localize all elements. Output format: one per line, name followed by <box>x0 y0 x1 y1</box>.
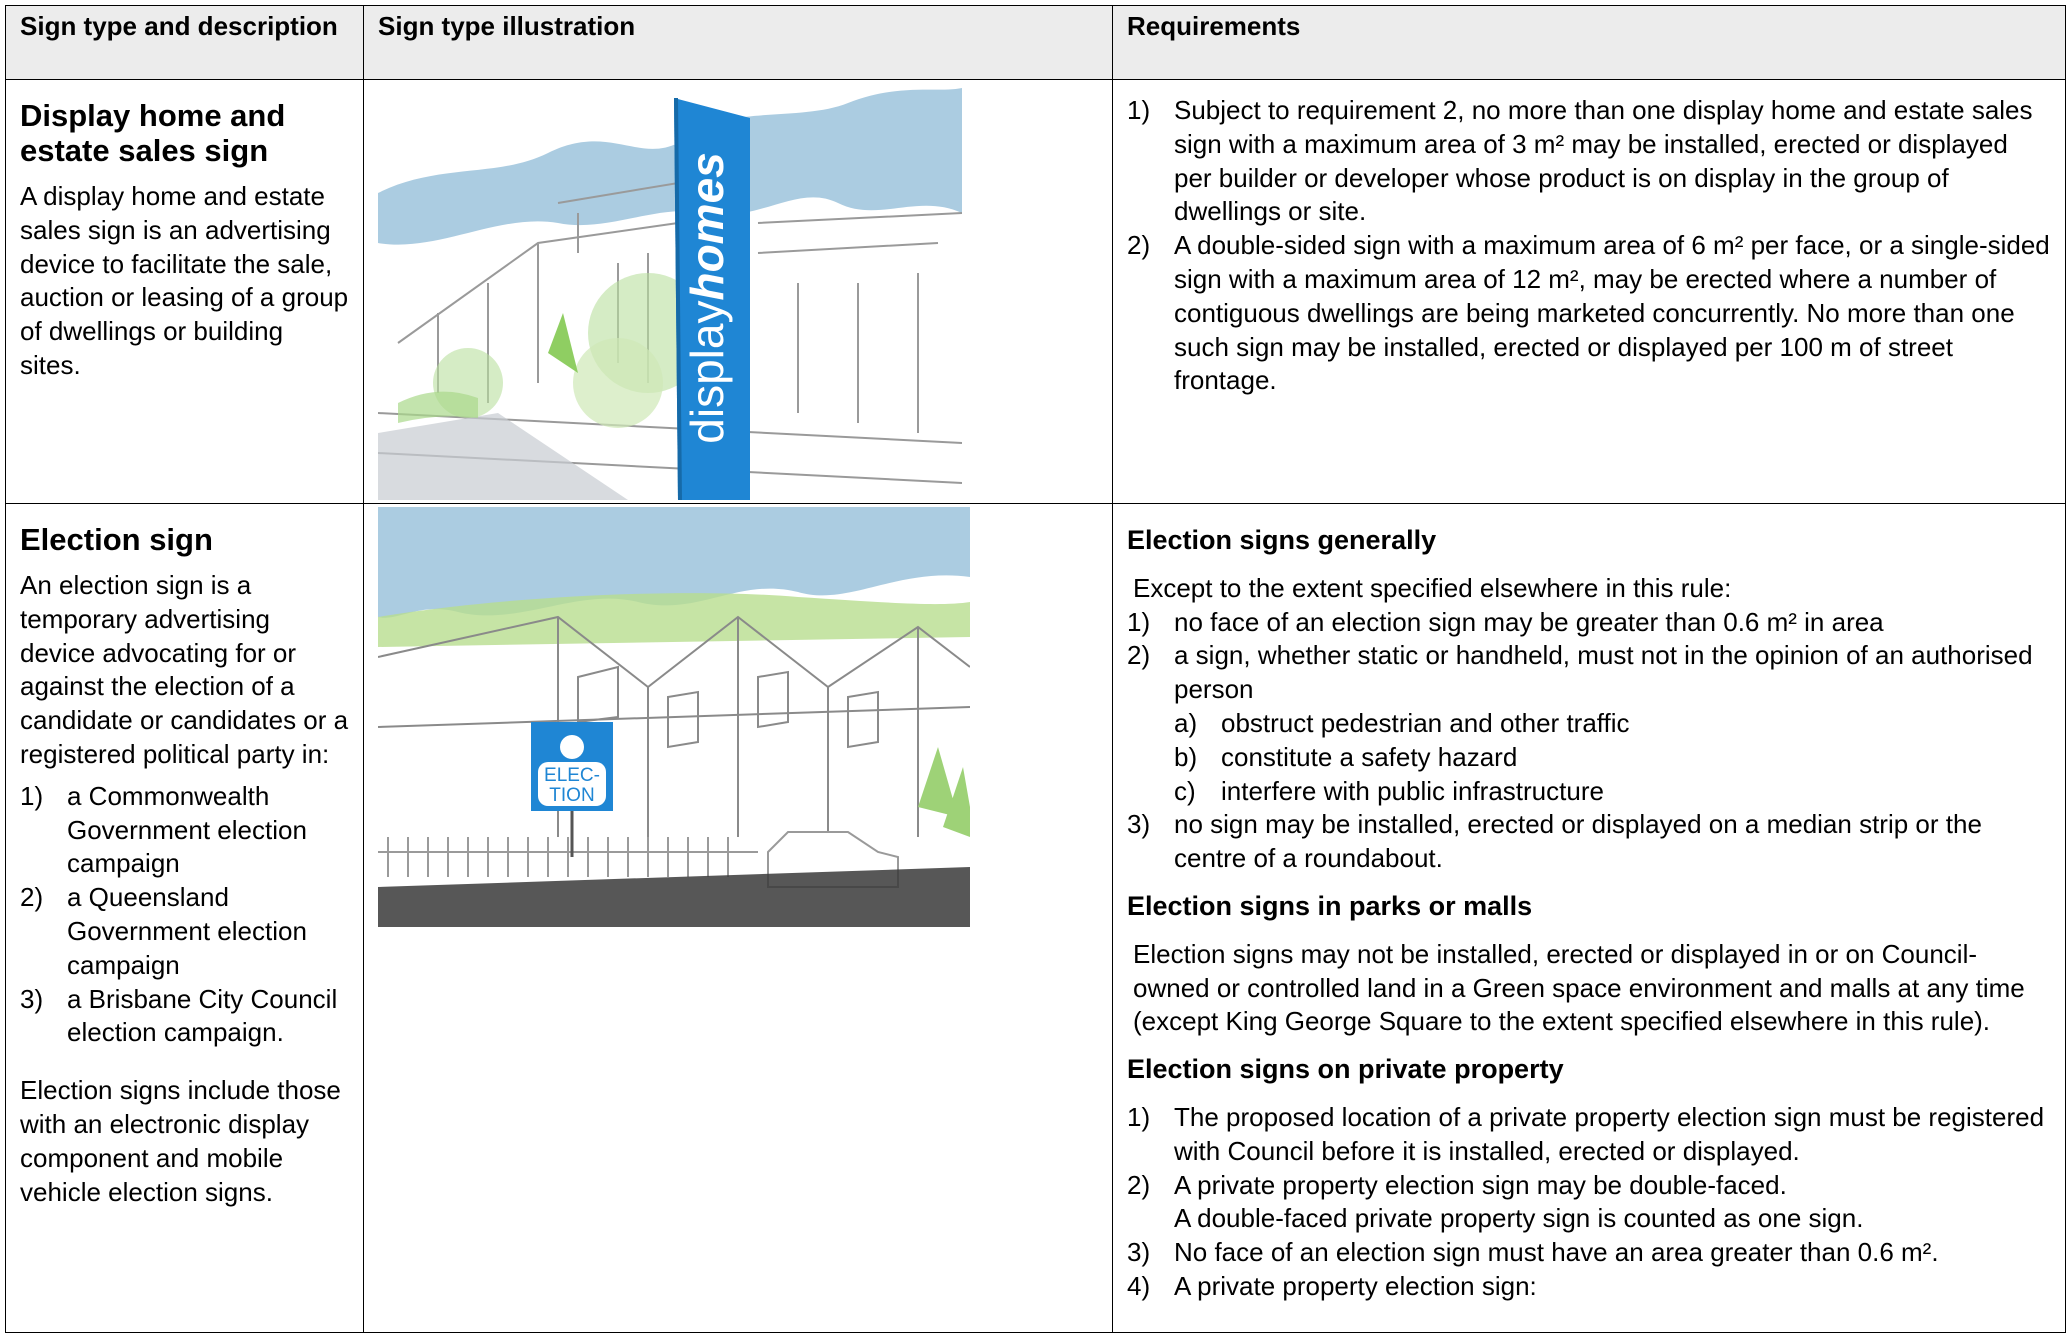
spacer <box>20 1050 349 1074</box>
requirements-section: 1) Subject to requirement 2, no more than… <box>1127 94 2051 398</box>
sign-text: displayhomes <box>681 152 733 443</box>
item-label: b) <box>1174 741 1198 772</box>
sign-text: TION <box>549 785 594 806</box>
section-intro: Election signs may not be installed, ere… <box>1133 938 2025 1037</box>
item-label: 1) <box>1127 606 1151 637</box>
list-item: 1) Subject to requirement 2, no more than… <box>1127 94 2051 229</box>
description-cell: Display home and estate sales sign A disp… <box>5 79 364 504</box>
item-text: A private property election sign: <box>1174 1270 1537 1301</box>
item-text: A private property election sign may be … <box>1174 1169 1787 1200</box>
item-text: a sign, whether static or handheld, must… <box>1174 640 2033 705</box>
illustration: displayhomes <box>378 88 962 500</box>
item-text: a Commonwealth Government election campa… <box>67 780 307 879</box>
sign-table: Sign type and description Sign type illus… <box>5 5 2066 1333</box>
list-item: 3) no sign may be installed, erected or d… <box>1127 808 2051 876</box>
item-label: 3) <box>1127 809 1151 840</box>
list-item: 3) a Brisbane City Council election campa… <box>20 983 349 1051</box>
requirements-cell: Election signs generally Except to the ex… <box>1112 503 2066 1333</box>
item-label: a) <box>1174 707 1198 738</box>
list-item: 2) a Queensland Government election campa… <box>20 881 349 982</box>
list-item: 2) a sign, whether static or handheld, mu… <box>1127 639 2051 808</box>
column-header: Sign type and description <box>5 5 364 80</box>
item-label: 2) <box>1127 230 1151 261</box>
item-note: A double-faced private property sign is … <box>1174 1203 1864 1234</box>
item-text: A double-sided sign with a maximum area … <box>1174 230 2050 396</box>
section-heading: Election signs in parks or malls <box>1127 890 1533 921</box>
item-text: constitute a safety hazard <box>1221 741 1518 772</box>
item-text: interfere with public infrastructure <box>1221 775 1604 806</box>
illustration: ELEC- TION <box>378 507 970 927</box>
list-item: c) interfere with public infrastructure <box>1174 775 2051 809</box>
item-text: The proposed location of a private prope… <box>1174 1101 2045 1166</box>
column-header: Sign type illustration <box>363 5 1113 80</box>
item-text: a Queensland Government election campaig… <box>67 882 307 980</box>
list-item: 1) no face of an election sign may be gre… <box>1127 606 2051 640</box>
item-label: 2) <box>20 882 44 913</box>
sign-text-bold: homes <box>681 152 733 300</box>
requirements-section: Election signs generally Except to the ex… <box>1127 524 2051 876</box>
header-row: Sign type and description Sign type illus… <box>5 5 2066 80</box>
requirements-section: Election signs on private property 1) The … <box>1127 1053 2051 1304</box>
description: A display home and estate sales sign is … <box>20 181 349 380</box>
illustration-cell: displayhomes <box>363 79 1113 504</box>
column-header: Requirements <box>1112 5 2066 80</box>
table-row: Display home and estate sales sign A disp… <box>5 79 2066 504</box>
description: An election sign is a temporary advertis… <box>20 570 349 769</box>
sign-title: Election sign <box>20 522 213 557</box>
item-label: 1) <box>1127 95 1151 125</box>
list-item: 3) No face of an election sign must have … <box>1127 1236 2051 1270</box>
item-label: 3) <box>20 983 44 1014</box>
sign-title: Display home and estate sales sign <box>20 98 286 168</box>
item-label: 3) <box>1127 1237 1151 1268</box>
item-label: c) <box>1174 775 1196 806</box>
item-label: 1) <box>20 780 44 811</box>
list-item: 2) A double-sided sign with a maximum are… <box>1127 229 2051 398</box>
item-text: a Brisbane City Council election campaig… <box>67 983 338 1048</box>
section-heading: Election signs on private property <box>1127 1054 1564 1085</box>
list-item: b) constitute a safety hazard <box>1174 741 2051 775</box>
list-item: 2) A private property election sign may b… <box>1127 1169 2051 1237</box>
item-text: no sign may be installed, erected or dis… <box>1174 809 1982 874</box>
sign-text-light: display <box>681 301 733 444</box>
description: Election signs include those with an ele… <box>20 1075 341 1207</box>
sign-text: ELEC- <box>544 765 600 786</box>
list-item: 1) The proposed location of a private pro… <box>1127 1101 2051 1169</box>
item-text: Subject to requirement 2, no more than o… <box>1174 95 2033 227</box>
table-row: Election sign An election sign is a tempo… <box>5 503 2066 1333</box>
list-item: 4) A private property election sign: <box>1127 1270 2051 1304</box>
illustration-cell: ELEC- TION <box>363 503 1113 1333</box>
list-item: 1) a Commonwealth Government election cam… <box>20 780 349 881</box>
section-heading: Election signs generally <box>1127 525 1437 555</box>
description-cell: Election sign An election sign is a tempo… <box>5 503 364 1333</box>
item-text: obstruct pedestrian and other traffic <box>1221 707 1630 738</box>
section-intro: Except to the extent specified elsewhere… <box>1133 572 1732 603</box>
item-text: no face of an election sign may be great… <box>1174 606 1884 637</box>
item-label: 4) <box>1127 1270 1151 1301</box>
item-label: 2) <box>1127 640 1151 671</box>
requirements-section: Election signs in parks or malls Election… <box>1127 890 2051 1039</box>
item-text: No face of an election sign must have an… <box>1174 1237 1939 1268</box>
item-label: 1) <box>1127 1101 1151 1132</box>
item-label: 2) <box>1127 1169 1151 1200</box>
requirements-cell: 1) Subject to requirement 2, no more than… <box>1112 79 2066 504</box>
list-item: a) obstruct pedestrian and other traffic <box>1174 707 2051 741</box>
